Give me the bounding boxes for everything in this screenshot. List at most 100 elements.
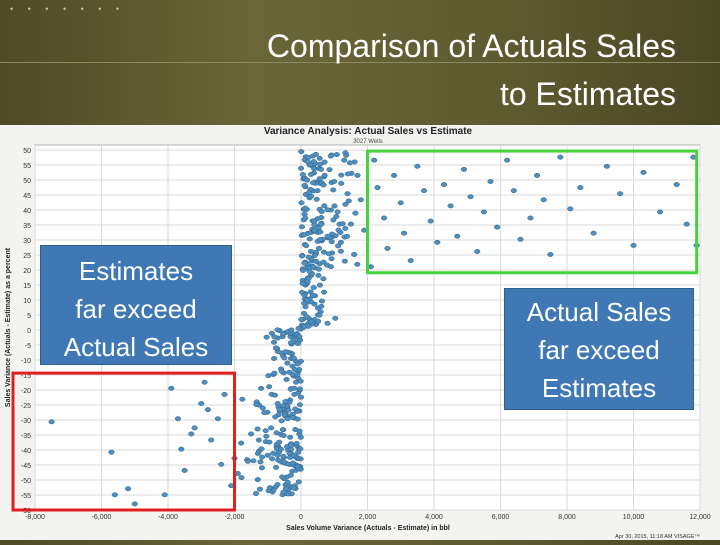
data-point <box>311 218 318 224</box>
y-tick-label: 40 <box>23 208 31 215</box>
data-point <box>198 401 205 406</box>
cluster-point <box>316 155 323 161</box>
data-point <box>577 185 584 191</box>
cluster-point <box>276 439 283 445</box>
cluster-point <box>327 153 334 159</box>
cluster-point <box>306 268 313 274</box>
data-point <box>221 391 228 397</box>
x-tick-label: 8,000 <box>558 514 576 521</box>
cluster-point <box>305 155 312 161</box>
cluster-point <box>280 433 287 439</box>
cluster-point <box>313 259 320 264</box>
cluster-point <box>276 407 283 413</box>
title-rule <box>0 62 720 63</box>
cluster-point <box>330 187 337 193</box>
data-point <box>327 264 334 270</box>
data-point <box>510 188 517 194</box>
cluster-point <box>294 371 301 377</box>
data-point <box>374 185 381 191</box>
data-point <box>248 431 255 437</box>
x-tick-label: -4,000 <box>158 514 178 521</box>
cluster-point <box>304 159 311 165</box>
cluster-point <box>316 282 323 288</box>
cluster-point <box>274 452 281 458</box>
cluster-point <box>298 253 306 259</box>
y-tick-label: 10 <box>23 298 31 305</box>
callout-left-line2: far exceed <box>75 294 197 324</box>
data-point <box>480 209 487 215</box>
cluster-point <box>290 355 297 361</box>
cluster-point <box>316 245 323 251</box>
data-point <box>324 233 331 239</box>
data-point <box>317 166 325 172</box>
y-tick-label: -15 <box>21 373 31 380</box>
data-point <box>178 446 185 452</box>
data-point <box>296 334 303 340</box>
data-point <box>640 169 647 175</box>
cluster-point <box>305 323 312 329</box>
callout-left-line3: Actual Sales <box>63 332 209 362</box>
cluster-point <box>343 152 350 158</box>
y-tick-label: -40 <box>21 448 31 455</box>
cluster-point <box>305 190 312 196</box>
y-tick-label: 0 <box>27 328 31 335</box>
cluster-point <box>295 325 302 331</box>
data-point <box>271 370 278 376</box>
cluster-point <box>344 233 351 239</box>
data-point <box>567 206 574 212</box>
callout-right-line3: Estimates <box>541 373 657 403</box>
cluster-point <box>339 221 346 227</box>
data-point <box>434 239 441 245</box>
cluster-point <box>302 215 309 221</box>
chart-container: 50 55 50 45 40 35 30 25 20 15 10 5 0 -5 -10 -15 -20 -25 -3… <box>0 125 720 540</box>
cluster-point <box>289 414 296 420</box>
cluster-point <box>298 200 305 206</box>
cluster-point <box>303 243 310 249</box>
data-point <box>108 449 115 455</box>
data-point <box>420 188 428 194</box>
data-point <box>284 416 291 422</box>
cluster-point <box>265 373 272 379</box>
data-point <box>201 379 208 385</box>
cluster-point <box>318 303 325 309</box>
data-point <box>238 440 245 446</box>
cluster-point <box>298 317 305 322</box>
cluster-point <box>266 384 273 390</box>
highlight-box-green <box>366 149 699 275</box>
cluster-point <box>275 457 282 463</box>
cluster-point <box>259 454 266 460</box>
y-tick-label: 45 <box>23 193 31 200</box>
cluster-point <box>273 430 280 436</box>
cluster-point <box>335 227 342 233</box>
slide-title: Comparison of Actuals Sales to Estimates <box>176 22 676 118</box>
data-point <box>218 461 225 467</box>
data-point <box>204 407 211 413</box>
callout-right-line1: Actual Sales <box>526 297 672 327</box>
data-point <box>208 437 215 443</box>
data-point <box>494 224 501 230</box>
data-point <box>281 355 288 361</box>
data-point <box>427 218 434 224</box>
cluster-point <box>300 232 308 238</box>
cluster-point <box>259 405 266 411</box>
data-point <box>347 221 354 227</box>
cluster-point <box>278 418 285 424</box>
cluster-point <box>253 402 260 407</box>
data-point <box>630 242 637 248</box>
cluster-point <box>272 345 279 351</box>
cluster-point <box>321 159 328 165</box>
cluster-point <box>287 472 294 478</box>
y-tick-label: -30 <box>21 418 31 425</box>
cluster-point <box>318 298 326 304</box>
data-point <box>287 340 295 346</box>
cluster-point <box>293 440 300 446</box>
data-point <box>407 258 414 264</box>
cluster-point <box>274 482 281 487</box>
cluster-point <box>282 399 289 405</box>
cluster-point <box>321 289 328 295</box>
data-point <box>351 252 358 257</box>
data-point <box>487 179 494 184</box>
cluster-point <box>318 209 325 215</box>
cluster-point <box>301 292 308 298</box>
data-point <box>334 209 341 215</box>
